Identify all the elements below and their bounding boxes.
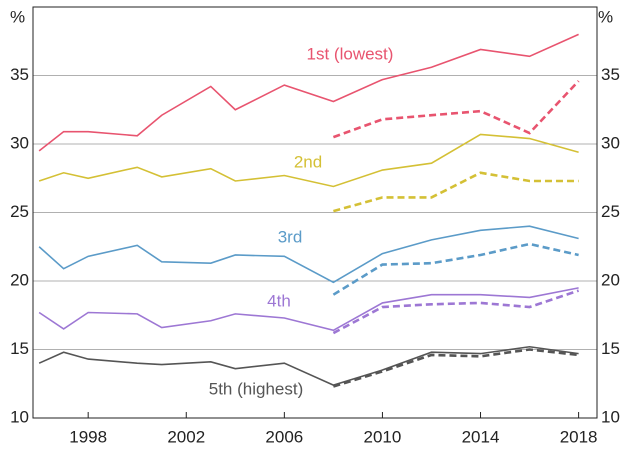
- dashed-line: [332, 242, 579, 296]
- y-tick-label-right: 35: [601, 65, 620, 84]
- y-unit-right: %: [598, 7, 613, 26]
- y-tick-label: 25: [10, 202, 29, 221]
- series-label: 3rd: [278, 227, 303, 246]
- y-tick-label: 10: [10, 407, 29, 426]
- y-tick-label: 35: [10, 65, 29, 84]
- y-tick-label: 15: [10, 339, 29, 358]
- x-tick-label: 2002: [167, 427, 205, 446]
- dashed-line: [333, 348, 579, 388]
- plot-frame: [32, 6, 598, 419]
- dashed-line: [332, 80, 580, 139]
- y-tick-label-right: 15: [601, 339, 620, 358]
- y-tick-label: 20: [10, 270, 29, 289]
- x-tick-label: 2006: [265, 427, 303, 446]
- line: [38, 33, 579, 152]
- y-unit-left: %: [10, 7, 25, 26]
- dashed-line: [333, 171, 579, 213]
- y-tick-label-right: 10: [601, 407, 620, 426]
- line: [38, 133, 579, 188]
- x-tick-label: 2010: [364, 427, 402, 446]
- series-label: 4th: [267, 291, 291, 310]
- y-tick-label-right: 30: [601, 133, 620, 152]
- line: [38, 225, 579, 284]
- dashed-line: [332, 289, 580, 335]
- series-label: 2nd: [294, 152, 322, 171]
- series-label: 1st (lowest): [307, 44, 394, 63]
- line: [38, 345, 579, 386]
- y-tick-label: 30: [10, 133, 29, 152]
- x-tick-label: 1998: [69, 427, 107, 446]
- line: [38, 287, 579, 332]
- y-tick-label-right: 20: [601, 270, 620, 289]
- x-tick-label: 2014: [462, 427, 500, 446]
- series-label: 5th (highest): [209, 379, 304, 398]
- x-tick-label: 2018: [560, 427, 598, 446]
- y-tick-label-right: 25: [601, 202, 620, 221]
